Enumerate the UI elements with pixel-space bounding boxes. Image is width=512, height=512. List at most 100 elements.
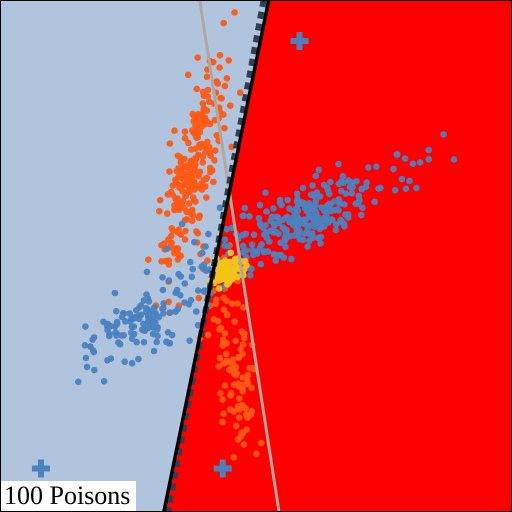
point-series-1-cluster-0 [317,233,325,241]
point-series-0-cluster-0 [216,64,223,71]
point-series-0-cluster-0 [204,86,212,94]
point-series-0-cluster-0 [199,159,207,166]
point-series-0-cluster-1 [228,300,236,308]
point-series-1-cluster-0 [263,229,270,237]
point-series-0-cluster-1 [232,337,240,345]
point-series-0-cluster-0 [199,100,207,107]
point-series-0-cluster-1 [248,407,255,415]
point-series-0-cluster-0 [181,236,189,243]
boundary-line-solid-0 [198,0,281,512]
point-series-0-cluster-0 [181,134,189,142]
point-series-1-cluster-0 [241,204,249,212]
point-series-1-cluster-1 [100,377,108,385]
point-series-0-cluster-0 [190,197,198,205]
point-series-0-cluster-0 [186,200,193,207]
boundary-line-solid-2 [162,0,271,512]
point-series-1-cluster-0 [394,151,401,158]
point-series-1-cluster-0 [223,225,230,233]
point-series-1-cluster-0 [263,234,271,242]
point-series-0-cluster-0 [167,188,175,196]
point-series-0-cluster-0 [188,206,196,214]
point-series-1-cluster-1 [166,309,174,316]
point-series-0-cluster-1 [239,430,247,437]
point-series-0-cluster-0 [171,202,178,209]
point-series-0-cluster-0 [220,111,227,118]
point-series-2-cluster-0 [221,270,228,278]
point-series-2-cluster-0 [225,260,233,267]
point-series-0-cluster-1 [240,304,247,311]
point-series-1-cluster-0 [320,223,328,230]
point-series-1-cluster-0 [313,189,321,196]
point-series-0-cluster-0 [188,163,195,170]
point-series-1-cluster-1 [121,358,128,366]
point-series-0-cluster-0 [223,75,231,82]
point-series-1-cluster-0 [328,216,336,223]
point-series-0-cluster-0 [211,157,218,164]
point-series-1-cluster-0 [256,201,264,209]
point-series-1-cluster-1 [136,303,143,311]
point-series-0-cluster-0 [192,155,199,162]
point-series-1-cluster-1 [194,321,202,329]
point-series-1-cluster-0 [326,200,333,208]
point-series-0-cluster-1 [223,340,230,347]
point-series-1-cluster-0 [373,163,380,170]
point-series-1-cluster-0 [365,164,372,171]
point-series-1-cluster-1 [75,378,82,386]
point-series-1-cluster-0 [332,221,340,228]
point-series-1-cluster-0 [202,267,210,275]
point-series-1-cluster-0 [390,165,397,173]
point-series-1-cluster-0 [375,185,382,192]
point-series-0-cluster-1 [221,330,229,337]
point-series-1-cluster-0 [348,190,356,197]
point-series-1-cluster-0 [239,212,247,220]
point-series-1-cluster-1 [135,355,142,363]
point-series-1-cluster-0 [299,184,307,192]
point-series-1-cluster-0 [338,178,345,185]
decision-boundaries [162,0,281,512]
point-series-1-cluster-0 [321,207,328,215]
point-series-0-cluster-0 [166,168,173,175]
point-series-0-cluster-0 [171,206,179,214]
centroid-markers [31,31,309,478]
point-series-1-cluster-1 [140,338,148,346]
point-series-1-cluster-1 [144,295,152,302]
point-series-1-cluster-1 [100,318,107,326]
point-series-0-cluster-0 [194,111,202,118]
point-series-0-cluster-0 [187,170,195,177]
point-series-1-cluster-0 [272,257,280,265]
point-series-1-cluster-1 [175,270,182,278]
point-series-1-cluster-1 [150,347,158,355]
point-series-1-cluster-0 [406,177,413,185]
point-series-0-cluster-1 [234,300,241,307]
point-series-0-cluster-0 [190,180,198,187]
point-series-1-cluster-0 [143,268,151,276]
point-series-1-cluster-0 [413,184,420,192]
point-series-1-cluster-1 [159,274,166,281]
point-series-0-cluster-0 [225,57,232,64]
point-series-1-cluster-0 [293,190,301,198]
point-series-1-cluster-0 [282,214,290,222]
point-series-0-cluster-0 [165,261,173,268]
point-series-0-cluster-1 [219,396,226,403]
point-series-1-cluster-0 [371,198,378,206]
point-series-1-cluster-0 [199,249,206,257]
point-series-1-cluster-0 [309,182,316,189]
point-series-1-cluster-0 [221,236,229,243]
point-series-0-cluster-1 [236,383,243,391]
point-series-1-cluster-0 [163,245,171,252]
point-series-1-cluster-1 [104,326,111,334]
point-series-0-cluster-0 [200,105,208,112]
point-series-1-cluster-1 [173,286,181,294]
point-series-1-cluster-1 [198,263,205,271]
point-series-1-cluster-1 [160,310,167,317]
point-series-1-cluster-0 [242,247,250,254]
point-series-0-cluster-0 [189,110,196,118]
point-series-0-cluster-0 [195,172,202,180]
point-series-1-cluster-0 [271,222,278,229]
point-series-1-cluster-0 [268,213,276,221]
point-series-1-cluster-0 [416,159,424,166]
point-series-1-cluster-0 [353,178,360,185]
point-series-0-cluster-1 [223,297,230,305]
point-series-1-cluster-0 [305,200,313,207]
